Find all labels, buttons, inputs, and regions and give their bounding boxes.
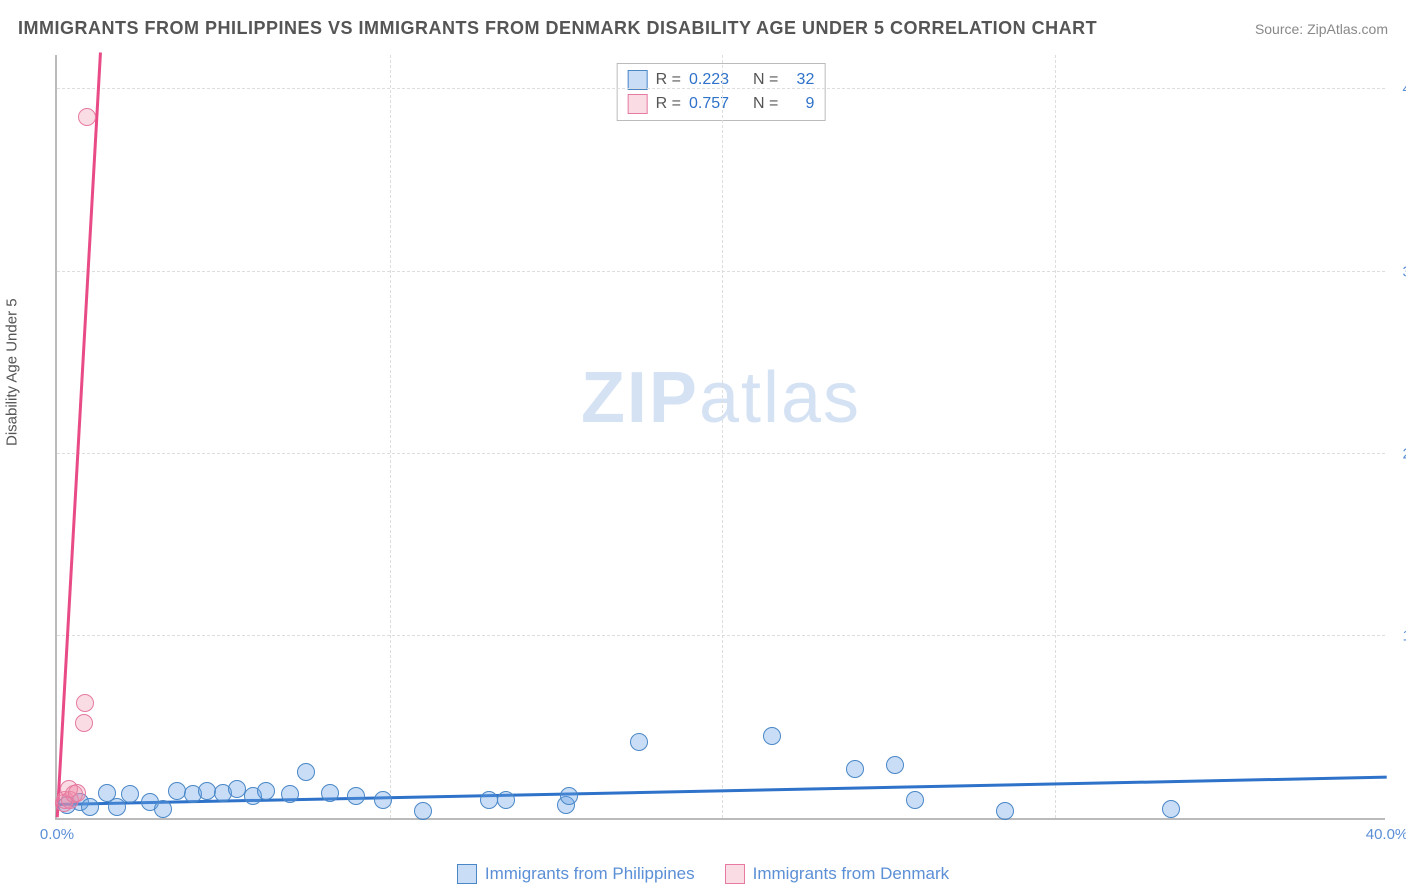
n-value: 32: [786, 71, 814, 89]
n-value: 9: [786, 95, 814, 113]
data-point: [76, 694, 94, 712]
data-point: [75, 714, 93, 732]
r-label: R =: [656, 95, 681, 113]
data-point: [347, 787, 365, 805]
y-axis-label: Disability Age Under 5: [4, 298, 21, 446]
data-point: [121, 785, 139, 803]
title-bar: IMMIGRANTS FROM PHILIPPINES VS IMMIGRANT…: [18, 18, 1388, 39]
data-point: [81, 798, 99, 816]
gridline-vertical: [390, 55, 391, 818]
r-label: R =: [656, 71, 681, 89]
data-point: [996, 802, 1014, 820]
legend-item-philippines: Immigrants from Philippines: [457, 864, 695, 884]
gridline-vertical: [1055, 55, 1056, 818]
data-point: [297, 763, 315, 781]
source-label: Source: ZipAtlas.com: [1255, 21, 1388, 37]
data-point: [374, 791, 392, 809]
x-tick-label: 0.0%: [40, 826, 74, 843]
chart-title: IMMIGRANTS FROM PHILIPPINES VS IMMIGRANT…: [18, 18, 1097, 39]
gridline-horizontal: [57, 635, 1385, 636]
n-label: N =: [753, 71, 778, 89]
data-point: [281, 785, 299, 803]
data-point: [68, 784, 86, 802]
swatch-pink-icon: [628, 94, 648, 114]
chart-plot-area: ZIPatlas R = 0.223 N = 32 R = 0.757 N = …: [55, 55, 1385, 820]
legend-label: Immigrants from Philippines: [485, 864, 695, 884]
data-point: [257, 782, 275, 800]
data-point: [1162, 800, 1180, 818]
watermark: ZIPatlas: [581, 357, 861, 439]
y-tick-label: 30.0%: [1390, 263, 1406, 280]
x-tick-label: 40.0%: [1366, 826, 1406, 843]
gridline-horizontal: [57, 271, 1385, 272]
data-point: [906, 791, 924, 809]
legend-label: Immigrants from Denmark: [753, 864, 949, 884]
r-value: 0.757: [689, 95, 739, 113]
legend-correlation: R = 0.223 N = 32 R = 0.757 N = 9: [617, 63, 826, 121]
data-point: [497, 791, 515, 809]
y-tick-label: 40.0%: [1390, 81, 1406, 98]
data-point: [630, 733, 648, 751]
data-point: [480, 791, 498, 809]
y-tick-label: 10.0%: [1390, 627, 1406, 644]
legend-row-denmark: R = 0.757 N = 9: [628, 92, 815, 116]
swatch-blue-icon: [457, 864, 477, 884]
data-point: [78, 108, 96, 126]
y-tick-label: 20.0%: [1390, 445, 1406, 462]
legend-item-denmark: Immigrants from Denmark: [725, 864, 949, 884]
data-point: [321, 784, 339, 802]
gridline-horizontal: [57, 453, 1385, 454]
data-point: [414, 802, 432, 820]
n-label: N =: [753, 95, 778, 113]
gridline-horizontal: [57, 88, 1385, 89]
r-value: 0.223: [689, 71, 739, 89]
data-point: [763, 727, 781, 745]
data-point: [168, 782, 186, 800]
data-point: [560, 787, 578, 805]
data-point: [846, 760, 864, 778]
data-point: [886, 756, 904, 774]
data-point: [198, 782, 216, 800]
data-point: [154, 800, 172, 818]
gridline-vertical: [722, 55, 723, 818]
swatch-blue-icon: [628, 70, 648, 90]
data-point: [228, 780, 246, 798]
swatch-pink-icon: [725, 864, 745, 884]
legend-series: Immigrants from Philippines Immigrants f…: [0, 864, 1406, 884]
